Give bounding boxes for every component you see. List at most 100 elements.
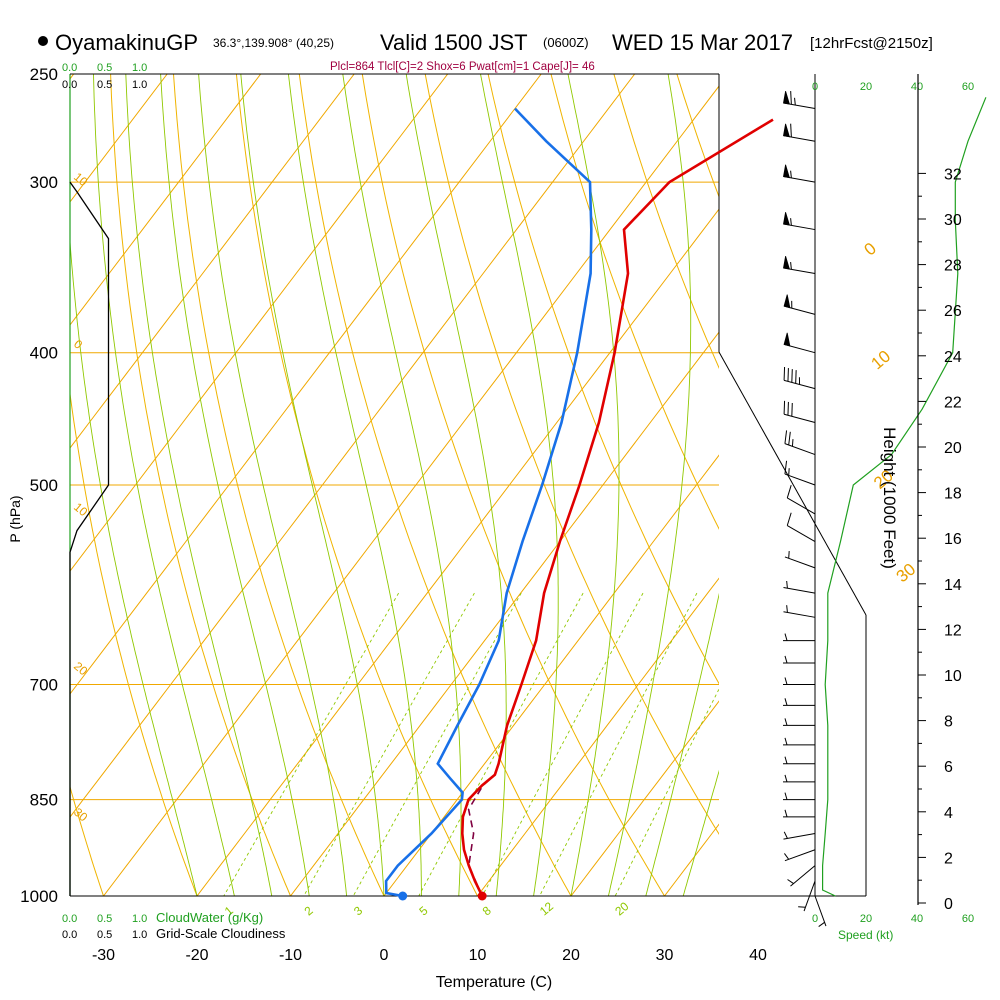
wind-barb (783, 655, 815, 664)
cloudiness-bottom-tick: 1.0 (132, 929, 147, 941)
moist-adiabat-line (607, 74, 692, 896)
temperature-tick-label: 40 (749, 947, 767, 964)
mixing-ratio-line (223, 592, 399, 896)
wind-panel: 0 20 40 600 20 40 60 (783, 74, 987, 927)
stability-indices: Plcl=864 Tlcl[C]=2 Shox=6 Pwat[cm]=1 Cap… (330, 61, 595, 73)
temperature-profile (460, 118, 774, 897)
wind-barb (783, 756, 815, 765)
wind-barb (783, 294, 816, 315)
wind-barb-half-flag (790, 218, 792, 226)
wind-barb (783, 91, 816, 110)
mixing-ratio-line (539, 592, 698, 896)
profiles (69, 107, 774, 901)
left-isotherm-label: 0 (71, 337, 85, 352)
height-tick-label: 4 (944, 805, 953, 822)
wind-barb (783, 605, 816, 618)
wind-barb-staff (783, 587, 816, 594)
isotherm-line (103, 85, 719, 896)
dry-adiabat-line (613, 74, 719, 369)
temperature-tick-label: 20 (562, 947, 580, 964)
wind-barb-staff (783, 611, 816, 618)
wind-barb (783, 256, 816, 275)
cloudiness-bottom-tick: 0.5 (97, 929, 112, 941)
moist-adiabat-line (645, 592, 719, 896)
wind-speed-label: Speed (kt) (838, 928, 893, 942)
wind-barb-half-flag (786, 580, 788, 589)
wind-barb (783, 677, 815, 686)
wind-barb (783, 332, 816, 354)
wind-barb-pennant (783, 123, 790, 138)
wind-barb (784, 430, 816, 456)
isotherm-line (70, 74, 542, 695)
wind-speed-top-tick: 40 (911, 81, 923, 93)
mixing-ratio-label: 12 (537, 899, 556, 919)
wind-barb-flag (786, 512, 792, 526)
x-axis-title: Temperature (C) (436, 974, 552, 991)
utc-time: (0600Z) (543, 35, 589, 50)
wind-barb-half-flag (784, 737, 788, 745)
moist-adiabat-line (287, 74, 422, 896)
cloudwater-top-tick: 0.5 (97, 62, 112, 74)
wind-barb (783, 774, 815, 783)
wind-barb (783, 831, 816, 840)
cloudwater-label: CloudWater (g/Kg) (156, 910, 263, 925)
station-coords: 36.3°,139.908° (40,25) (213, 36, 334, 50)
wind-barb (784, 550, 816, 569)
wind-speed-bottom-tick: 40 (911, 913, 923, 925)
cloudiness-top-tick: 0.0 (62, 79, 77, 91)
wind-barb-half-flag (784, 792, 788, 800)
temperature-tick-label: -20 (185, 947, 208, 964)
wind-barb-flag (790, 91, 792, 105)
isotherm-line (70, 74, 262, 326)
wind-barb-half-flag (784, 774, 788, 783)
wind-barb-staff (814, 895, 827, 927)
height-tick-label: 22 (944, 394, 962, 411)
wind-barb-half-flag (784, 698, 788, 706)
pressure-tick-label: 300 (30, 173, 58, 192)
chart-header: OyamakinuGP 36.3°,139.908° (40,25) Valid… (38, 30, 933, 73)
station-name: OyamakinuGP (55, 30, 198, 55)
cloudwater-bottom-tick: 0.5 (97, 913, 112, 925)
mixing-ratio-label: 2 (302, 903, 316, 918)
height-tick-label: 32 (944, 166, 962, 183)
height-tick-label: 16 (944, 531, 962, 548)
isotherm-line (477, 577, 719, 896)
pressure-tick-label: 850 (30, 791, 58, 810)
plot-frame (69, 73, 867, 897)
dry-adiabat-line (550, 74, 719, 530)
isotherm-line (570, 700, 719, 896)
isotherm-line (70, 74, 355, 449)
wind-barb-half-flag (784, 756, 788, 764)
height-tick-label: 24 (944, 349, 962, 366)
wind-barb-half-flag (784, 809, 788, 817)
moist-adiabat-line (70, 235, 198, 896)
height-tick-label: 30 (944, 212, 962, 229)
cloudwater-bottom-tick: 1.0 (132, 913, 147, 925)
wind-barb-half-flag (786, 605, 788, 613)
isotherm-line (70, 74, 449, 572)
dry-adiabat-line (487, 74, 719, 685)
wind-barb-flag (786, 485, 792, 499)
pressure-tick-label: 400 (30, 344, 58, 363)
wind-barb-flag (784, 460, 788, 475)
wind-barb (814, 895, 827, 927)
mixing-ratio-label: 20 (612, 899, 631, 919)
mixing-ratio-line (418, 592, 584, 896)
cloudiness-profile (69, 181, 110, 896)
moist-adiabat-line (480, 74, 559, 896)
wind-barb (783, 792, 815, 801)
height-tick-label: 2 (944, 850, 953, 867)
left-isotherm-label: 20 (71, 659, 90, 679)
y-axis-title: P (hPa) (7, 495, 23, 542)
forecast-run: [12hrFcst@2150z] (810, 35, 933, 52)
dry-adiabat-line (803, 74, 1000, 896)
surface-temperature-point (477, 891, 487, 901)
wind-barb-staff (783, 413, 816, 424)
dry-adiabat-line (0, 74, 10, 896)
wind-barb-half-flag (784, 718, 788, 726)
cloudiness-label: Grid-Scale Cloudiness (156, 926, 286, 941)
wind-barb-staff (784, 849, 816, 862)
wind-speed-top-tick: 0 (812, 81, 818, 93)
wind-barb-pennant (783, 164, 790, 179)
